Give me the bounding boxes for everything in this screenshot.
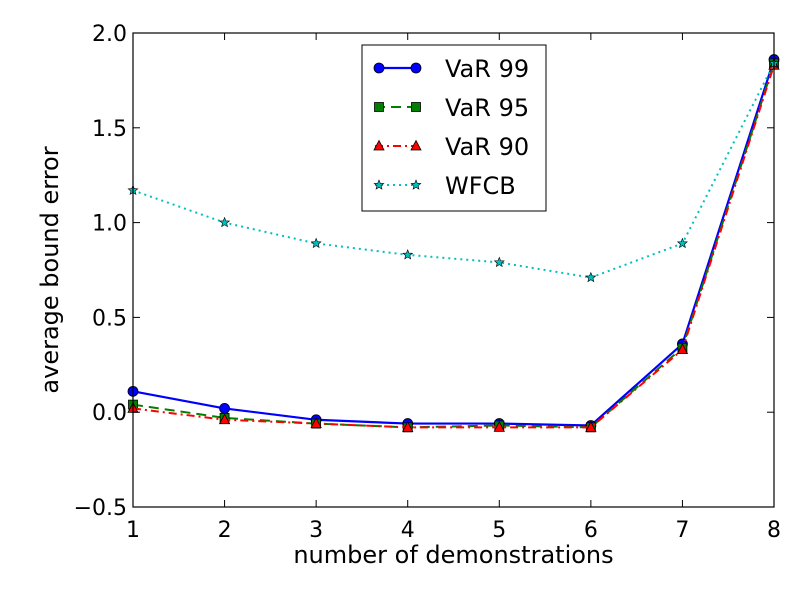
x-tick-label: 6 [584,518,598,543]
legend-item-var-95: VaR 95 [374,94,529,122]
x-tick-label: 3 [309,518,323,543]
x-tick-label: 1 [126,518,140,543]
legend-marker [374,102,384,112]
y-axis-label: average bound error [36,146,64,393]
legend-marker [373,62,385,74]
x-tick-label: 7 [675,518,689,543]
legend-label: VaR 99 [445,55,529,83]
legend-marker [410,62,422,74]
x-tick-label: 8 [767,518,781,543]
legend-item-var-99: VaR 99 [373,55,529,83]
x-tick-label: 2 [218,518,232,543]
data-point-wfcb [585,271,597,283]
legend-label: WFCB [445,172,516,200]
legend-frame [361,44,547,212]
data-point-wfcb [402,249,414,260]
legend-item-var-90: VaR 90 [373,133,529,161]
y-tick-label: 1.5 [92,117,127,142]
data-point-var-90 [218,413,231,425]
data-point-wfcb [676,237,688,249]
legend-label: VaR 90 [445,133,529,161]
plot-frame [132,32,775,508]
data-point-var-90 [585,421,597,432]
x-tick-label: 5 [492,518,506,543]
data-point-var-90 [676,343,689,355]
x-axis-label: number of demonstrations [293,541,613,569]
legend-marker [411,102,421,112]
legend-label: VaR 95 [445,94,529,122]
ticks-layer: 1 2 3 4 5 6 7 8 −0.5 0.0 0.5 1.0 1.5 2.0 [74,22,781,543]
data-point-var-90 [402,421,414,432]
series-line-var-99 [132,59,776,427]
data-point-var-90 [310,417,322,428]
data-point-wfcb [310,237,322,249]
legend-marker [373,179,385,190]
x-tick-label: 4 [401,518,415,543]
y-tick-label: 0.5 [92,306,127,331]
data-point-var-90 [493,421,505,432]
legend-marker [410,179,422,190]
y-tick-label: −0.5 [74,496,127,521]
y-tick-label: 0.0 [92,401,127,426]
legend: VaR 99 VaR 95 VaR 90 WFCB [361,44,547,212]
series-line-var-95 [132,63,775,429]
legend-marker [410,139,422,151]
data-point-var-99 [219,403,230,414]
y-tick-label: 1.0 [92,212,127,237]
legend-item-wfcb: WFCB [373,172,516,200]
y-tick-label: 2.0 [92,22,127,47]
series-line-var-90 [132,64,775,429]
series-layer [127,54,780,433]
data-point-wfcb [219,216,231,228]
data-point-wfcb [493,256,505,268]
legend-marker [373,139,385,151]
